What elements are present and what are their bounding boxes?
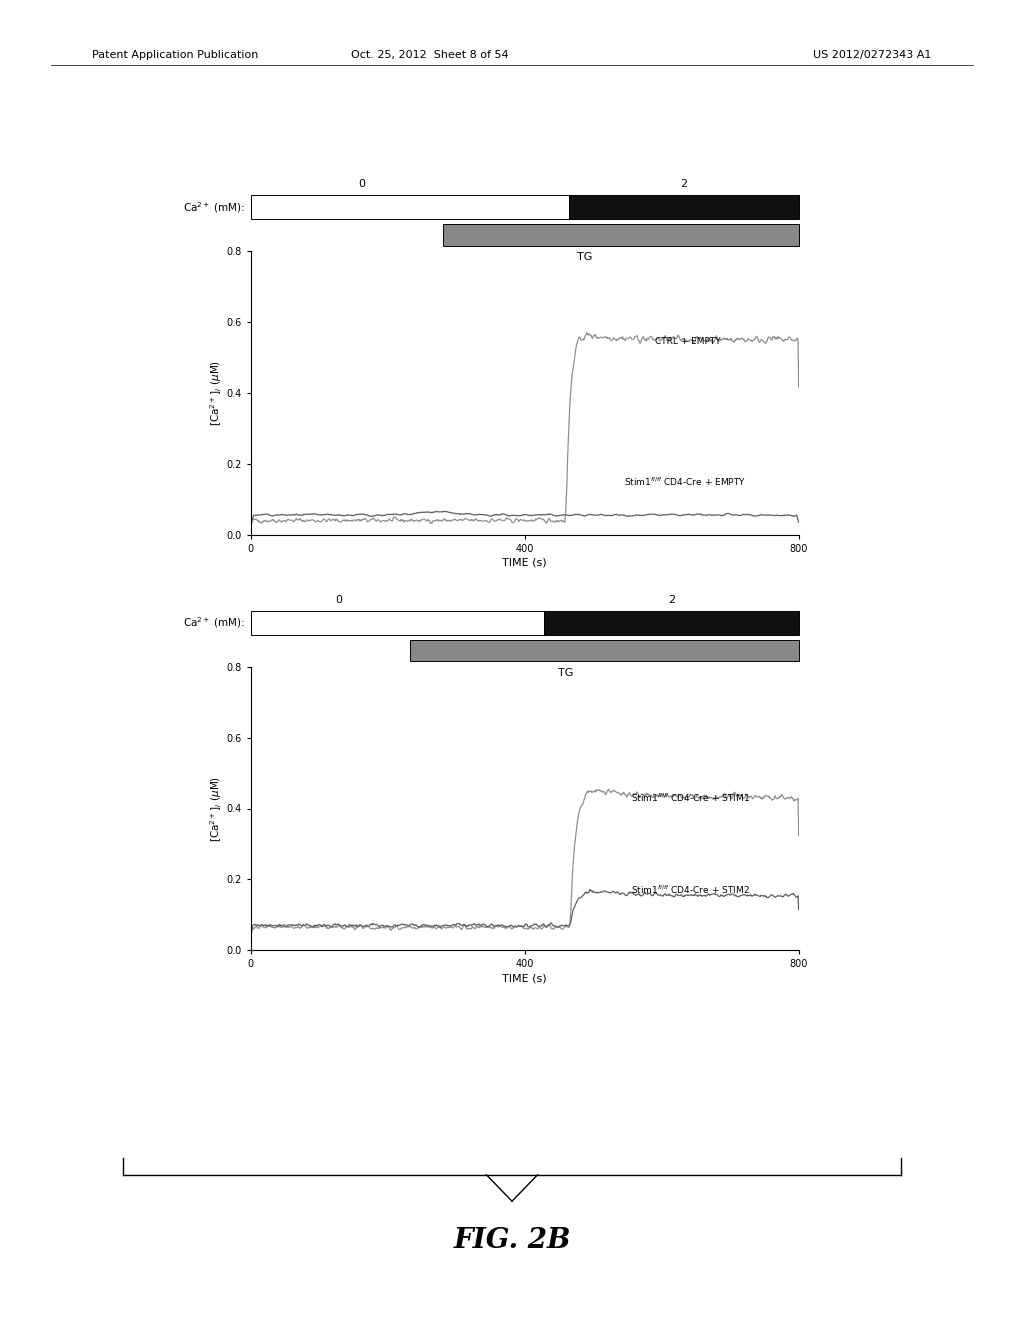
Text: Stim1$^{fl/fl}$ CD4-Cre + EMPTY: Stim1$^{fl/fl}$ CD4-Cre + EMPTY <box>624 475 746 487</box>
Text: 2: 2 <box>680 178 687 189</box>
Text: US 2012/0272343 A1: US 2012/0272343 A1 <box>813 50 932 61</box>
Text: CTRL + EMPTY: CTRL + EMPTY <box>655 337 721 346</box>
Text: 2: 2 <box>668 594 675 605</box>
Text: Stim1$^{fl/fl}$ CD4-Cre + STIM2: Stim1$^{fl/fl}$ CD4-Cre + STIM2 <box>631 884 750 896</box>
Text: TG: TG <box>558 668 573 678</box>
Text: Ca$^{2+}$ (mM):: Ca$^{2+}$ (mM): <box>183 615 246 631</box>
Text: 0: 0 <box>358 178 366 189</box>
Text: FIG. 2B: FIG. 2B <box>454 1228 570 1254</box>
Text: Oct. 25, 2012  Sheet 8 of 54: Oct. 25, 2012 Sheet 8 of 54 <box>351 50 509 61</box>
Y-axis label: [Ca$^{2+}$]$_i$ ($\mu$M): [Ca$^{2+}$]$_i$ ($\mu$M) <box>208 775 223 842</box>
Y-axis label: [Ca$^{2+}$]$_i$ ($\mu$M): [Ca$^{2+}$]$_i$ ($\mu$M) <box>208 359 223 426</box>
Text: Patent Application Publication: Patent Application Publication <box>92 50 258 61</box>
Text: Stim1$^{fl/fl}$ CD4-Cre + STIM1: Stim1$^{fl/fl}$ CD4-Cre + STIM1 <box>631 792 750 804</box>
X-axis label: TIME (s): TIME (s) <box>503 558 547 568</box>
Text: 0: 0 <box>335 594 342 605</box>
Text: Ca$^{2+}$ (mM):: Ca$^{2+}$ (mM): <box>183 199 246 215</box>
Text: TG: TG <box>578 252 593 263</box>
X-axis label: TIME (s): TIME (s) <box>503 974 547 983</box>
